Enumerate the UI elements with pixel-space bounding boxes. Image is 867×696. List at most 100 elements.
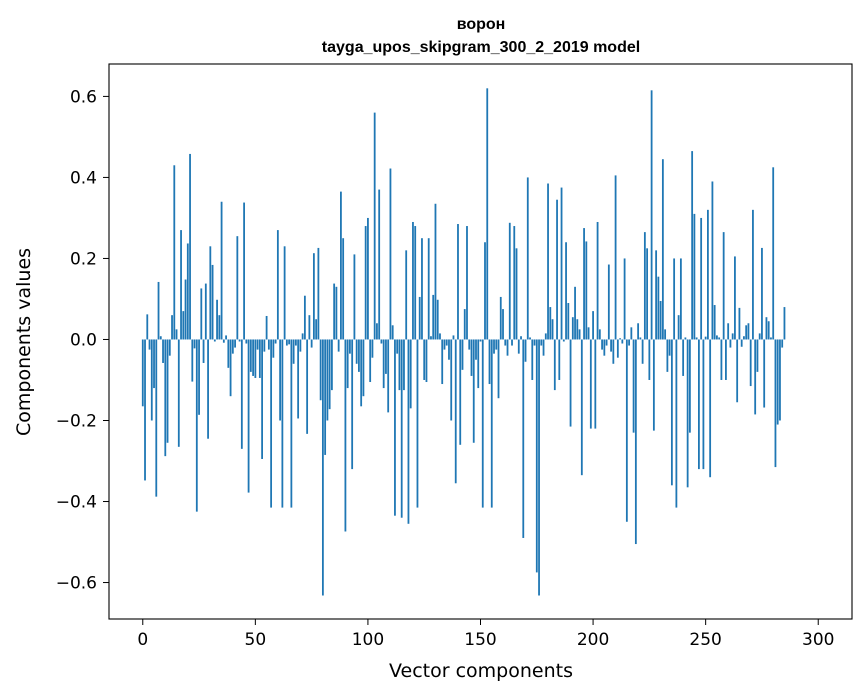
bar	[621, 339, 624, 344]
bar	[351, 339, 354, 470]
bar	[688, 339, 691, 433]
bar	[720, 339, 723, 380]
bar	[457, 224, 459, 340]
bar	[571, 317, 574, 340]
bar	[499, 296, 502, 340]
bar	[641, 339, 644, 364]
bar	[529, 337, 531, 340]
bar	[470, 339, 473, 376]
bar	[655, 250, 658, 340]
bar	[758, 333, 761, 340]
bar	[425, 339, 428, 383]
bar	[576, 319, 579, 340]
x-tick-label: 50	[245, 630, 267, 650]
bar	[409, 339, 412, 409]
bar	[452, 335, 455, 340]
bar	[463, 309, 466, 340]
bar	[396, 339, 399, 354]
bar	[454, 339, 457, 484]
bar	[387, 339, 390, 413]
bar	[355, 339, 358, 364]
bar	[189, 153, 191, 340]
bar	[371, 339, 374, 358]
bar	[324, 339, 327, 455]
bar	[225, 335, 227, 340]
bar	[506, 339, 509, 356]
bar	[648, 339, 651, 380]
bar	[468, 339, 471, 350]
bar	[299, 339, 302, 352]
bar	[695, 337, 698, 340]
bar	[704, 336, 707, 340]
bar	[486, 88, 489, 340]
bar	[761, 247, 763, 340]
bar	[490, 339, 493, 508]
bar	[531, 339, 534, 380]
bar	[639, 337, 642, 340]
bar	[589, 339, 592, 429]
bar	[231, 339, 234, 354]
bar	[718, 337, 721, 340]
bar	[610, 339, 612, 352]
bar	[171, 315, 173, 340]
bar	[711, 181, 714, 340]
bar	[312, 253, 315, 340]
bar	[725, 339, 727, 380]
bar	[364, 226, 367, 340]
bar	[623, 258, 626, 340]
bar	[763, 339, 766, 408]
bar	[765, 317, 768, 340]
bar	[727, 323, 730, 340]
bar	[308, 315, 311, 340]
bar	[524, 339, 527, 362]
bar	[475, 339, 477, 360]
bar	[493, 339, 495, 354]
bar	[698, 339, 700, 470]
bar	[716, 335, 718, 340]
bar	[335, 286, 338, 340]
bar	[441, 339, 444, 385]
bar	[670, 339, 673, 486]
bar	[220, 201, 223, 340]
bar	[691, 151, 694, 340]
bar	[684, 337, 687, 340]
bar	[513, 226, 516, 340]
bar	[574, 286, 576, 340]
bar	[686, 339, 689, 488]
bar	[508, 222, 511, 340]
bar	[707, 209, 709, 340]
bar	[502, 309, 504, 340]
bar	[562, 339, 565, 342]
bar	[477, 339, 480, 389]
bar	[553, 339, 556, 391]
bar	[306, 339, 309, 434]
bar	[412, 221, 414, 340]
bar	[150, 339, 153, 421]
bar	[637, 323, 640, 340]
bar	[270, 339, 273, 508]
bar	[333, 283, 336, 340]
y-tick-label: 0.0	[70, 330, 97, 350]
bar	[182, 311, 185, 340]
bar	[281, 339, 284, 508]
bar	[186, 243, 189, 340]
bar	[601, 339, 603, 350]
bar	[752, 209, 754, 340]
bar	[783, 307, 786, 340]
bar	[743, 336, 745, 340]
bar	[693, 213, 696, 340]
bar	[227, 339, 230, 368]
bar	[283, 246, 286, 340]
bar	[263, 339, 266, 352]
bar	[340, 191, 342, 340]
bar	[679, 258, 682, 340]
bar	[612, 339, 615, 364]
bar	[461, 339, 464, 370]
bar	[398, 339, 401, 391]
bar	[346, 339, 349, 389]
x-axis-label: Vector components	[389, 660, 573, 682]
bar	[643, 232, 646, 340]
x-tick-label: 150	[464, 630, 496, 650]
bar	[646, 248, 649, 340]
bar	[146, 314, 149, 340]
